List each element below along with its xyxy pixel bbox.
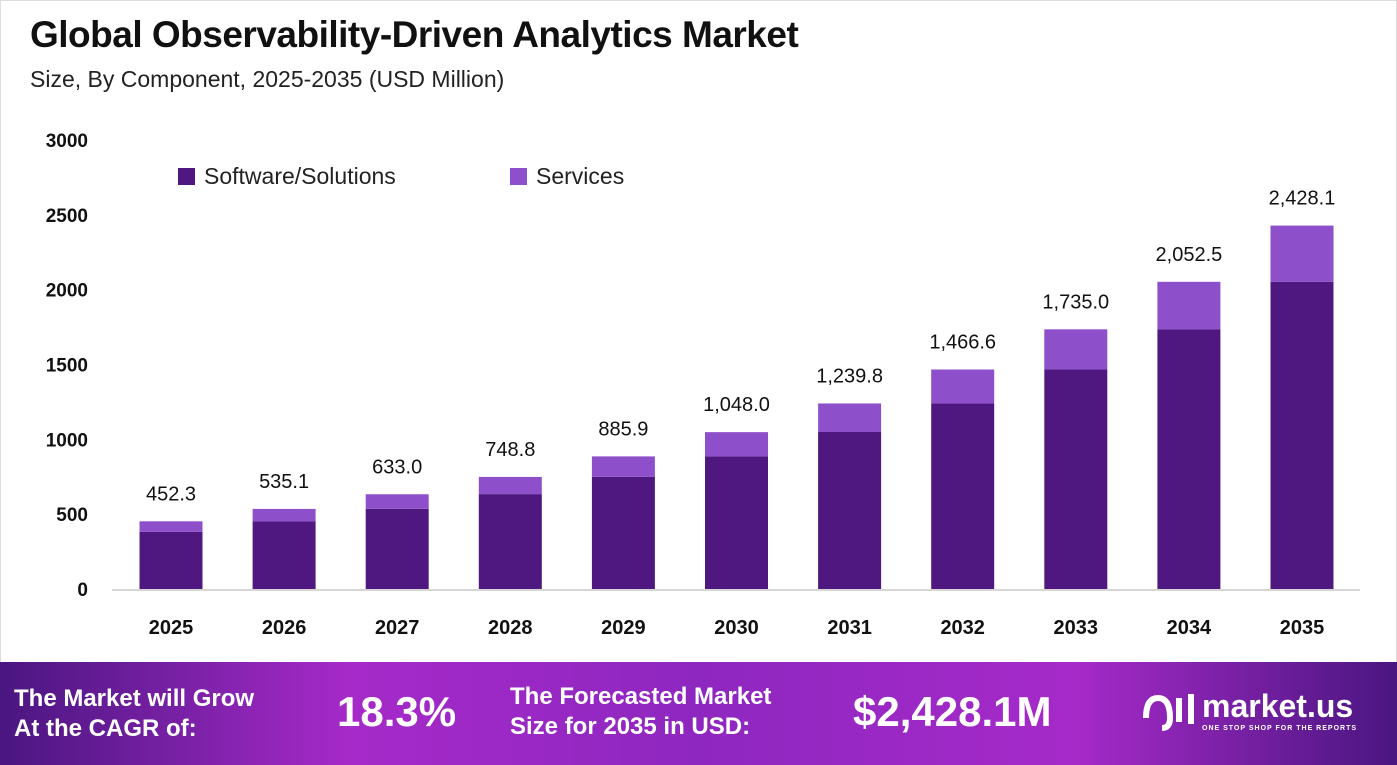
x-tick-label-2025: 2025 <box>149 617 194 639</box>
market-us-logo-icon <box>1143 694 1194 731</box>
forecast-label: The Forecasted Market Size for 2035 in U… <box>510 682 771 742</box>
legend-label-software: Software/Solutions <box>204 163 396 189</box>
bar-services-2028 <box>478 476 542 495</box>
data-label-2030: 1,048.0 <box>703 394 770 416</box>
data-label-2035: 2,428.1 <box>1269 188 1336 210</box>
bar-software-2032 <box>931 403 995 589</box>
x-tick-label-2026: 2026 <box>262 617 307 639</box>
bar-services-2035 <box>1270 225 1334 282</box>
y-tick-label: 2500 <box>46 206 88 227</box>
footer-banner: The Market will Grow At the CAGR of: 18.… <box>0 662 1397 765</box>
bar-services-2031 <box>818 403 882 432</box>
data-label-2033: 1,735.0 <box>1042 291 1109 313</box>
x-tick-label-2035: 2035 <box>1280 617 1325 639</box>
y-tick-label: 2000 <box>46 281 88 302</box>
bar-software-2030 <box>705 456 768 589</box>
chart-subtitle: Size, By Component, 2025-2035 (USD Milli… <box>30 66 505 92</box>
bar-services-2030 <box>705 432 768 457</box>
cagr-label: The Market will Grow At the CAGR of: <box>14 684 254 744</box>
brand-tagline: ONE STOP SHOP FOR THE REPORTS <box>1202 725 1358 732</box>
cagr-value: 18.3% <box>337 688 457 735</box>
bar-services-2034 <box>1157 281 1221 330</box>
y-tick-label: 1500 <box>46 356 88 377</box>
chart-title: Global Observability-Driven Analytics Ma… <box>30 14 799 55</box>
x-tick-label-2029: 2029 <box>601 617 646 639</box>
x-tick-label-2027: 2027 <box>375 617 420 639</box>
brand-name: market.us <box>1202 688 1354 724</box>
data-label-2025: 452.3 <box>146 483 196 505</box>
bar-software-2033 <box>1044 369 1108 589</box>
data-label-2028: 748.8 <box>485 439 535 461</box>
legend-item-software: Software/Solutions <box>178 163 396 190</box>
data-label-2026: 535.1 <box>259 471 309 493</box>
legend-label-services: Services <box>536 163 625 189</box>
bar-software-2026 <box>252 521 316 589</box>
brand-logo: market.us ONE STOP SHOP FOR THE REPORTS <box>1140 688 1357 732</box>
data-label-2027: 633.0 <box>372 456 422 478</box>
x-tick-label-2034: 2034 <box>1167 617 1212 639</box>
x-tick-label-2032: 2032 <box>940 617 985 639</box>
x-tick-label-2033: 2033 <box>1054 617 1099 639</box>
data-label-2034: 2,052.5 <box>1156 244 1223 266</box>
forecast-label-line1: The Forecasted Market <box>510 683 772 710</box>
data-label-2032: 1,466.6 <box>929 331 996 353</box>
bar-services-2025 <box>139 521 203 532</box>
bar-services-2029 <box>591 456 655 477</box>
y-tick-label: 3000 <box>46 131 88 152</box>
y-tick-label: 0 <box>77 580 88 601</box>
bar-services-2033 <box>1044 329 1108 370</box>
bar-software-2034 <box>1157 329 1221 589</box>
legend-swatch-software <box>178 168 195 185</box>
bar-chart: 0 500 1000 1500 2000 2500 3000 452.3 2025 535.1 20… <box>46 131 1360 639</box>
bar-software-2025 <box>139 531 203 589</box>
cagr-label-line1: The Market will Grow <box>14 685 255 712</box>
y-tick-label: 1000 <box>46 430 88 451</box>
x-tick-label-2031: 2031 <box>827 617 872 639</box>
x-tick-label-2030: 2030 <box>714 617 759 639</box>
bar-services-2026 <box>252 508 316 522</box>
bar-software-2027 <box>365 508 429 589</box>
bar-software-2035 <box>1270 281 1334 589</box>
bar-services-2027 <box>365 494 429 509</box>
cagr-label-line2: At the CAGR of: <box>14 715 197 742</box>
bar-services-2032 <box>931 369 995 404</box>
legend-swatch-services <box>510 168 527 185</box>
data-label-2031: 1,239.8 <box>816 365 883 387</box>
data-label-2029: 885.9 <box>598 418 648 440</box>
bar-software-2029 <box>591 476 655 589</box>
bar-software-2031 <box>818 431 882 589</box>
legend-item-services: Services <box>510 163 624 190</box>
x-tick-label-2028: 2028 <box>488 617 533 639</box>
forecast-label-line2: Size for 2035 in USD: <box>510 713 751 740</box>
y-tick-label: 500 <box>56 505 88 526</box>
forecast-value: $2,428.1M <box>853 688 1052 735</box>
bar-software-2028 <box>478 494 542 589</box>
